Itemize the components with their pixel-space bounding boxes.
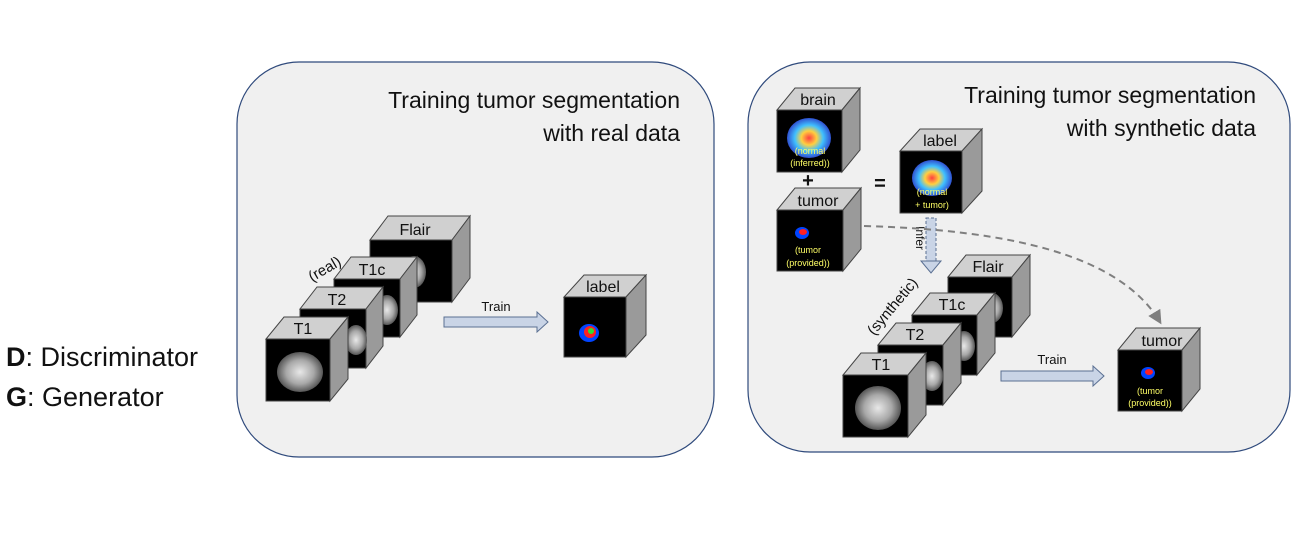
cube-t1-real: T1 [264,315,350,403]
legend-g-key: G [6,382,28,412]
equals-sign: = [874,173,886,195]
cube-brain: brain (normal (inferred)) [775,86,862,174]
infer-label: Infer [913,226,927,250]
panel-real-title-2: with real data [542,120,680,146]
legend-d-text: : Discriminator [25,342,199,372]
brain-caption-1: (normal [795,146,826,156]
train-label-real: Train [481,299,510,314]
cube-label-real: label [562,273,648,359]
cube-t1c-real-label: T1c [359,262,386,279]
cube-brain-label: brain [800,92,836,109]
cube-t2-synthetic-label: T2 [906,327,925,344]
brain-color-map [787,118,831,158]
cube-combined-label: label (normal + tumor) [898,127,984,215]
cube-t1-synthetic: T1 [841,351,928,439]
cube-flair-synthetic-label: Flair [972,259,1004,276]
cube-t1-synthetic-label: T1 [872,357,891,374]
cube-tumor-input: tumor (tumor (provided)) [775,186,863,273]
tumor-caption-1: (tumor [795,245,821,255]
cube-tumor-output: tumor (tumor (provided)) [1116,326,1202,413]
panel-synthetic-data: Training tumor segmentation with synthet… [747,61,1291,453]
panel-synthetic-title-2: with synthetic data [1066,115,1256,141]
train-arrow-real: Train [443,299,549,334]
output-caption-2: (provided)) [1128,398,1172,408]
tumor-reuse-dashed-arrow [863,225,1162,325]
panel-real-data: Training tumor segmentation with real da… [236,61,715,458]
legend-generator: G: Generator [6,382,164,413]
combined-caption-2: + tumor) [915,200,949,210]
cube-combined-label-text: label [923,133,957,150]
output-label-real: label [586,279,620,296]
legend-discriminator: D: Discriminator [6,342,198,373]
cube-t1-real-label: T1 [294,321,313,338]
tumor-caption-2: (provided)) [786,258,830,268]
cube-flair-real-label: Flair [399,222,431,239]
train-arrow-synthetic: Train [1000,352,1105,388]
brain-caption-2: (inferred)) [790,158,830,168]
panel-synthetic-title-1: Training tumor segmentation [964,82,1256,108]
train-label-synthetic: Train [1037,352,1066,367]
infer-arrow: Infer [913,217,943,274]
brain-scan-image [277,352,323,392]
legend-g-text: : Generator [27,382,164,412]
combined-caption-1: (normal [917,187,948,197]
legend-d-key: D [6,342,26,372]
cube-tumor-input-label: tumor [798,193,840,210]
cube-tumor-output-label: tumor [1142,333,1184,350]
output-caption-1: (tumor [1137,386,1163,396]
cube-t2-real-label: T2 [328,292,347,309]
panel-real-title-1: Training tumor segmentation [388,87,680,113]
cube-t1c-synthetic-label: T1c [939,297,966,314]
plus-sign: + [802,170,814,192]
